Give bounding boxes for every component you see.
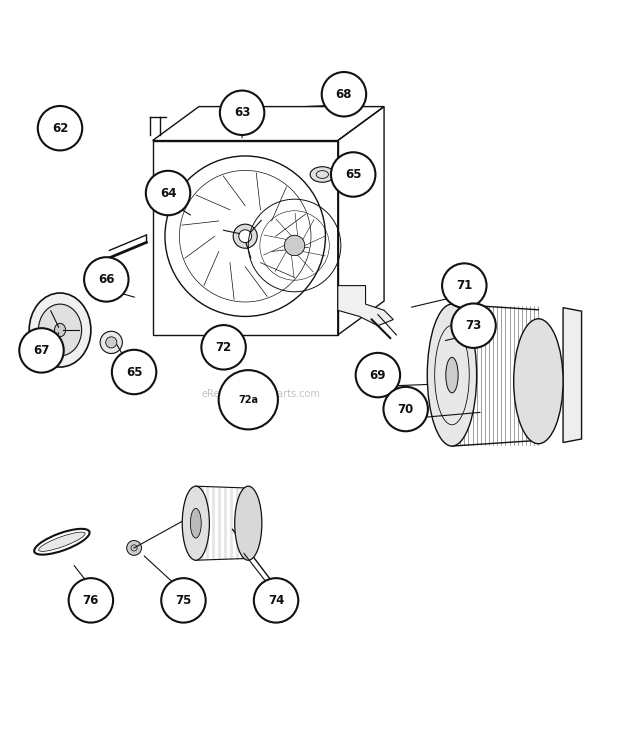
Text: 66: 66 [98,273,115,286]
Ellipse shape [38,304,82,356]
Text: 65: 65 [345,168,361,181]
Text: 64: 64 [160,187,176,199]
Text: 76: 76 [82,594,99,607]
Circle shape [233,224,257,248]
Ellipse shape [310,167,335,182]
Ellipse shape [190,508,202,538]
Ellipse shape [427,304,477,446]
Circle shape [356,353,400,397]
Circle shape [451,304,496,348]
Text: eReplacementParts.com: eReplacementParts.com [201,388,320,399]
Ellipse shape [235,486,262,560]
Polygon shape [338,286,393,326]
Circle shape [322,72,366,117]
Circle shape [331,153,376,196]
Ellipse shape [29,293,91,367]
Text: 72: 72 [216,341,232,354]
Ellipse shape [38,532,85,551]
Circle shape [100,331,122,353]
Circle shape [219,371,278,429]
Circle shape [105,337,117,348]
Ellipse shape [55,324,66,337]
Circle shape [38,106,82,150]
Text: 68: 68 [335,88,352,100]
Circle shape [220,91,264,135]
Circle shape [84,257,128,301]
Circle shape [126,540,141,555]
Circle shape [442,263,487,308]
Circle shape [254,578,298,623]
Circle shape [146,171,190,215]
Text: 62: 62 [52,122,68,135]
Text: 75: 75 [175,594,192,607]
Circle shape [202,325,246,370]
Circle shape [161,578,206,623]
Text: 70: 70 [397,403,414,416]
Text: 72a: 72a [238,395,259,405]
Polygon shape [563,308,582,443]
Circle shape [112,350,156,394]
Circle shape [285,235,305,256]
Ellipse shape [514,318,563,443]
Text: 69: 69 [370,368,386,382]
Text: 74: 74 [268,594,284,607]
Text: 65: 65 [126,365,143,379]
Ellipse shape [446,357,458,393]
Text: 67: 67 [33,344,50,357]
Circle shape [69,578,113,623]
Circle shape [239,230,252,243]
Text: 73: 73 [466,319,482,333]
Circle shape [19,328,64,373]
Ellipse shape [182,486,210,560]
Circle shape [383,387,428,432]
Text: 63: 63 [234,106,250,119]
Text: 71: 71 [456,279,472,292]
